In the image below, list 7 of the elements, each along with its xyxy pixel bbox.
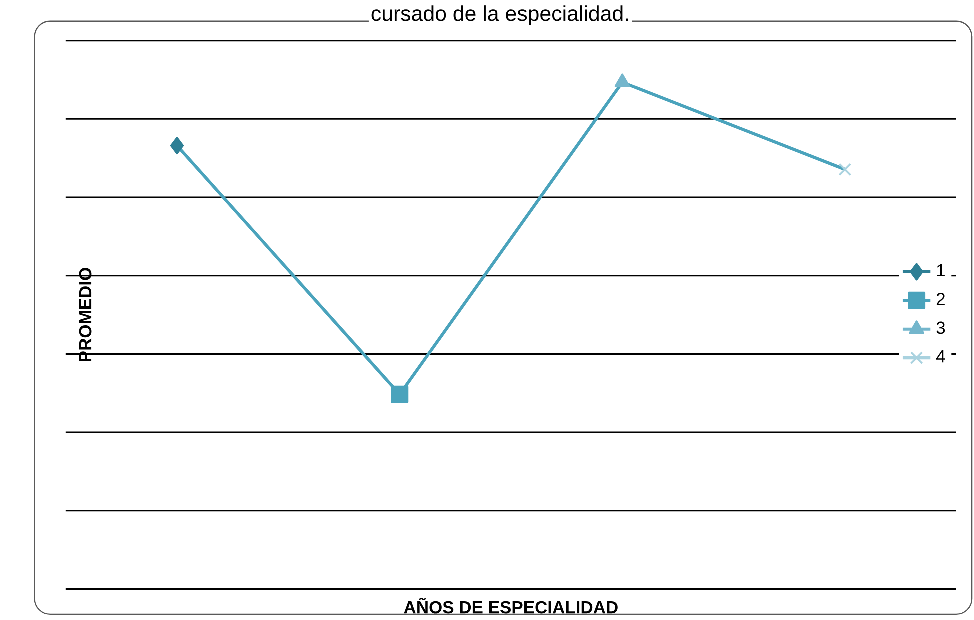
y-axis-title: PROMEDIO (79, 268, 92, 362)
legend-label: 1 (937, 264, 945, 276)
legend-label: 4 (936, 350, 946, 362)
legend-label: 3 (936, 322, 946, 334)
x-axis-title: AÑOS DE ESPECIALIDAD (404, 598, 618, 614)
chart-title: cursado de la especialidad. (372, 5, 628, 26)
legend-label: 2 (936, 292, 945, 306)
